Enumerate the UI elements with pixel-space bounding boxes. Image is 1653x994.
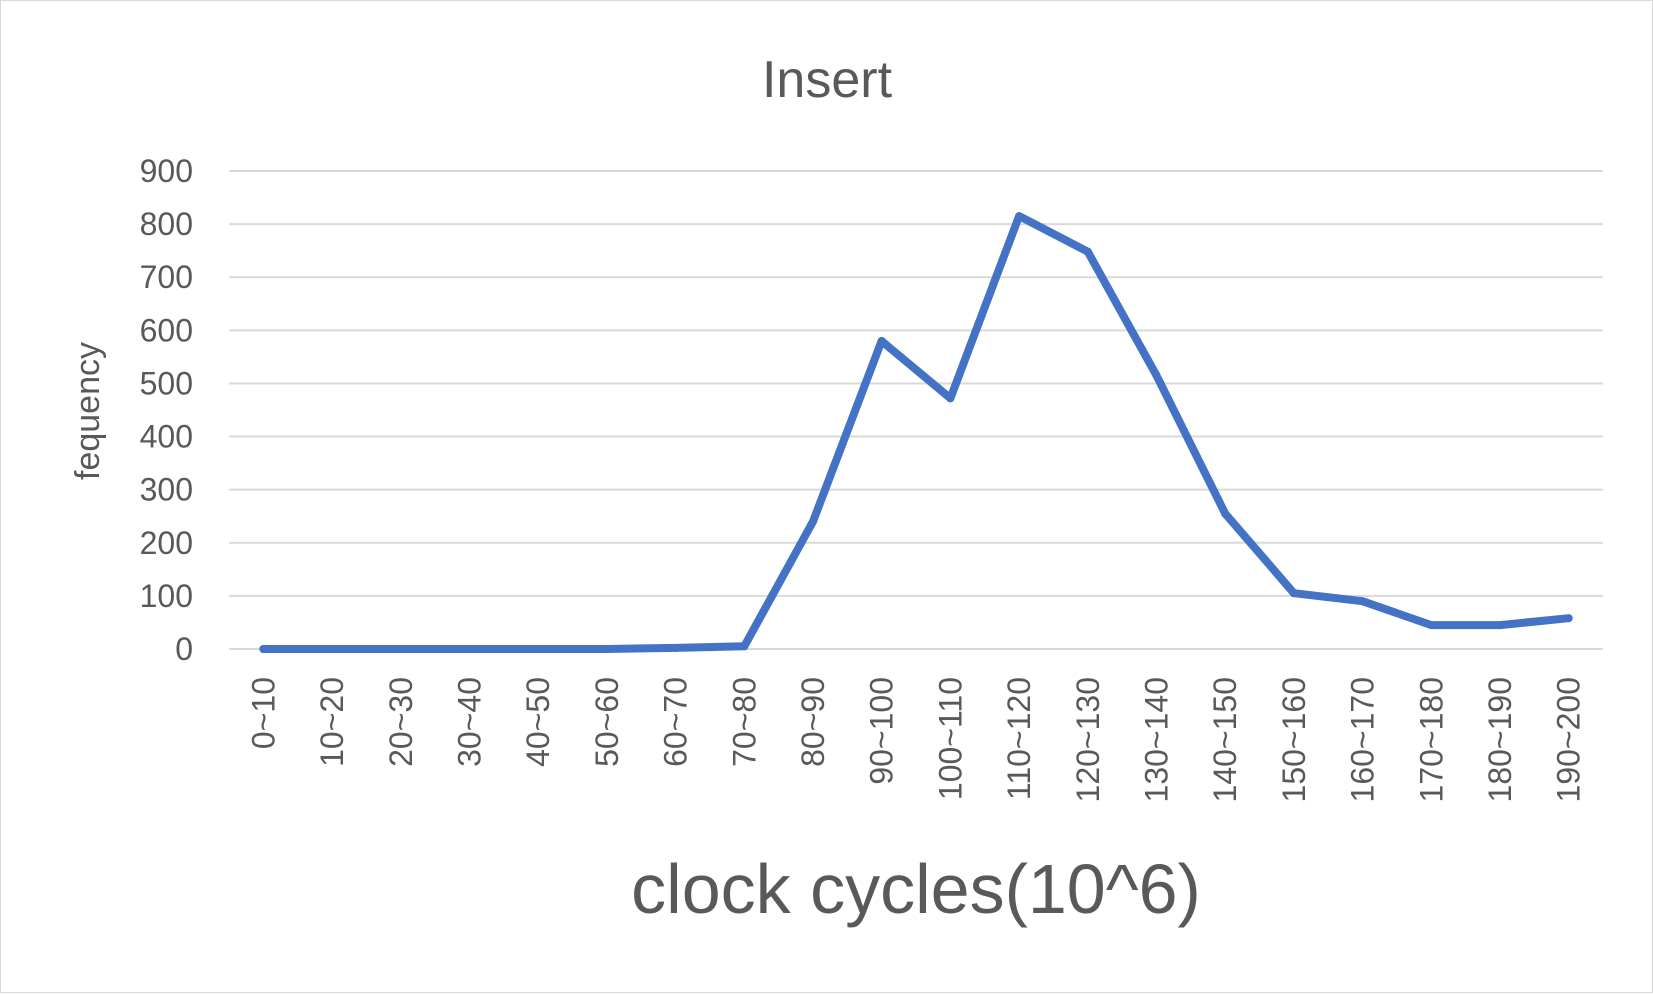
x-axis-ticks: 0~10 10~20 20~30 30~40 40~50 50~60 60~70 70~80 8… (245, 677, 1586, 802)
y-tick-label: 200 (140, 525, 193, 561)
chart-title: Insert (762, 51, 893, 109)
x-tick-label: 130~140 (1138, 677, 1174, 802)
data-point (534, 645, 543, 653)
data-point (1083, 247, 1092, 256)
x-tick-label: 150~160 (1276, 677, 1312, 802)
data-point (877, 336, 886, 345)
y-tick-label: 400 (140, 419, 193, 455)
x-axis-label: clock cycles(10^6) (631, 850, 1201, 928)
y-tick-label: 800 (140, 206, 193, 242)
x-tick-label: 190~200 (1551, 677, 1587, 802)
data-point (808, 517, 817, 526)
x-tick-label: 0~10 (245, 677, 281, 749)
y-tick-label: 300 (140, 472, 193, 508)
data-point (602, 645, 611, 653)
data-point (1015, 212, 1024, 221)
y-tick-label: 100 (140, 578, 193, 614)
y-tick-label: 600 (140, 312, 193, 348)
x-tick-label: 60~70 (658, 677, 694, 767)
data-point (1152, 371, 1161, 380)
data-point (1358, 597, 1367, 606)
y-tick-label: 0 (175, 631, 193, 667)
y-tick-label: 700 (140, 259, 193, 295)
x-tick-label: 10~20 (314, 677, 350, 767)
gridlines (229, 170, 1603, 650)
data-point (465, 645, 474, 653)
x-tick-label: 100~110 (932, 677, 968, 800)
data-point (396, 645, 405, 653)
y-tick-label: 500 (140, 365, 193, 401)
series-layer (259, 212, 1573, 653)
data-point (740, 642, 749, 651)
data-point (671, 643, 680, 652)
data-point (259, 645, 268, 653)
y-axis-label: fequency (69, 342, 107, 480)
x-tick-label: 180~190 (1482, 677, 1518, 802)
y-axis-ticks: 0 100 200 300 400 500 600 700 800 900 (140, 153, 193, 667)
x-tick-label: 120~130 (1070, 677, 1106, 802)
data-point (1221, 509, 1230, 518)
x-tick-label: 90~100 (864, 677, 900, 785)
x-tick-label: 140~150 (1207, 677, 1243, 802)
y-tick-label: 900 (140, 153, 193, 189)
x-tick-label: 70~80 (726, 677, 762, 767)
x-tick-label: 20~30 (383, 677, 419, 767)
x-tick-label: 40~50 (520, 677, 556, 767)
x-tick-label: 50~60 (589, 677, 625, 767)
data-point (1495, 621, 1504, 630)
x-tick-label: 160~170 (1345, 677, 1381, 802)
x-tick-label: 170~180 (1413, 677, 1449, 802)
x-tick-label: 80~90 (795, 677, 831, 767)
x-tick-label: 30~40 (451, 677, 487, 767)
data-point (328, 645, 337, 653)
series-line (259, 212, 1573, 653)
data-point (1564, 614, 1573, 623)
data-point (946, 394, 955, 403)
data-point (1427, 621, 1436, 630)
data-point (1289, 589, 1298, 598)
x-tick-label: 110~120 (1001, 677, 1037, 800)
